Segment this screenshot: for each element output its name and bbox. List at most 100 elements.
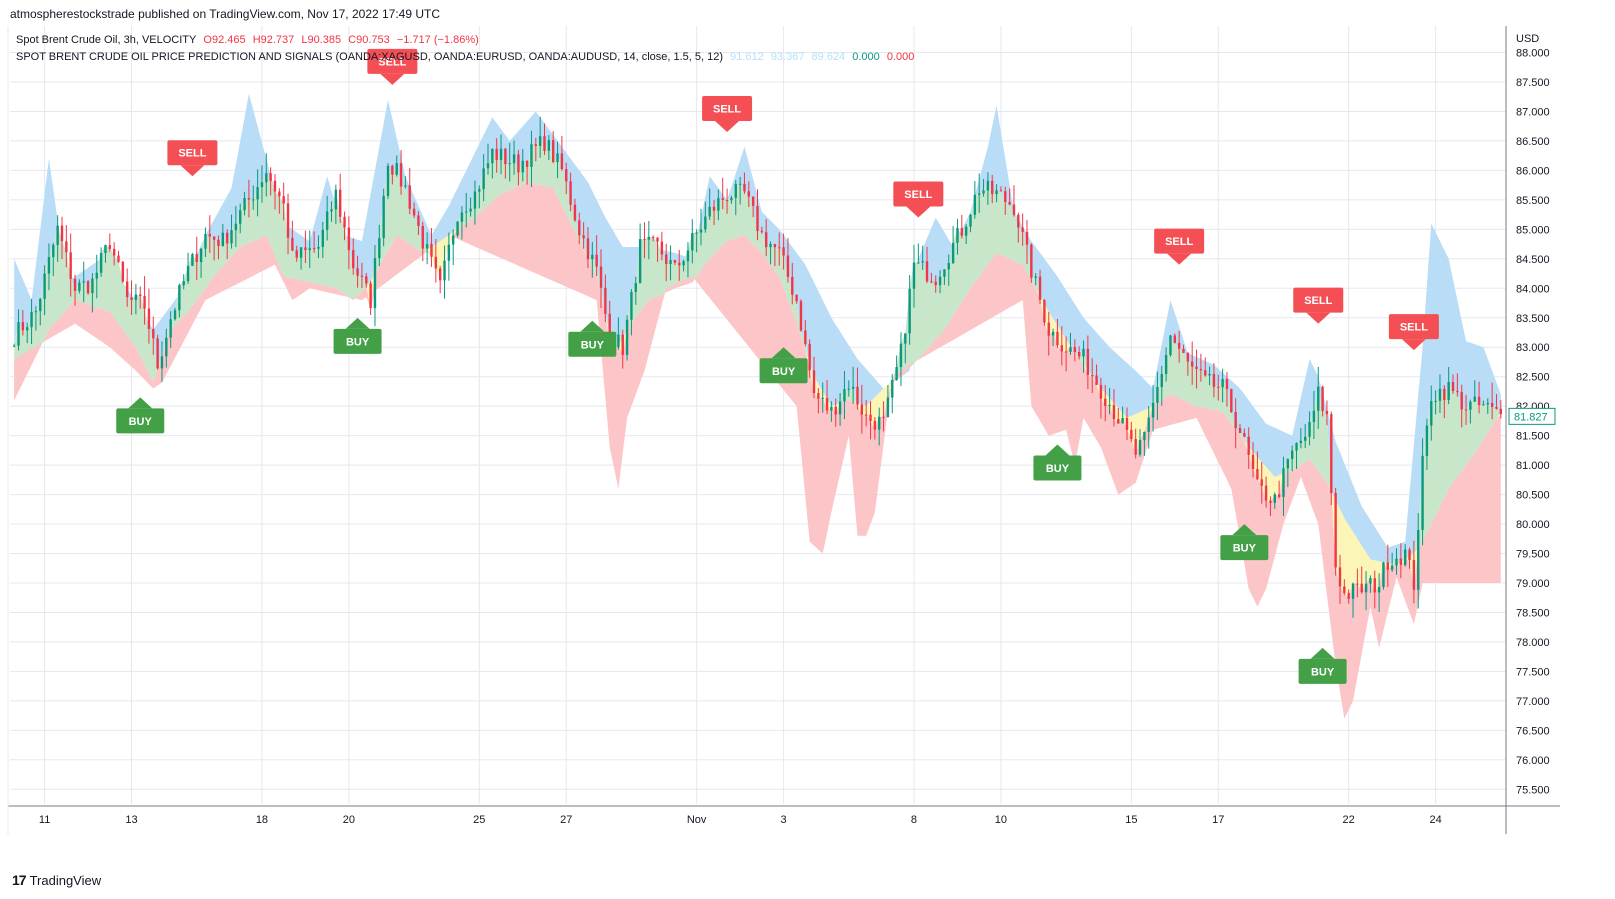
signal-bands <box>14 93 1501 719</box>
candle-body <box>1182 348 1185 353</box>
candle-body <box>838 401 842 415</box>
candle-body <box>969 214 972 227</box>
sell-signal-label: SELL <box>713 104 741 116</box>
candle-body <box>1004 191 1007 202</box>
indicator-legend[interactable]: SPOT BRENT CRUDE OIL PRICE PREDICTION AN… <box>16 51 918 63</box>
candle-body <box>78 282 81 291</box>
candle-body <box>1230 388 1233 413</box>
candle-body <box>1212 373 1216 387</box>
candle-body <box>899 343 903 368</box>
candle-body <box>256 187 259 200</box>
candles <box>12 116 1503 618</box>
candle-body <box>317 246 320 249</box>
candle-body <box>921 261 924 263</box>
candle-body <box>621 334 624 355</box>
candle-body <box>82 281 85 283</box>
x-tick-label: 15 <box>1125 814 1137 826</box>
candle-body <box>773 244 777 248</box>
candle-body <box>99 253 103 273</box>
candle-body <box>1460 392 1463 410</box>
candle-body <box>556 153 559 163</box>
candle-body <box>21 322 25 331</box>
candle-body <box>678 262 681 266</box>
candle-body <box>651 236 655 238</box>
candle-body <box>682 261 685 266</box>
candle-body <box>360 275 364 277</box>
candle-body <box>1221 379 1224 388</box>
candle-body <box>312 248 316 250</box>
candle-body <box>243 197 246 211</box>
x-tick-label: 17 <box>1212 814 1224 826</box>
candle-body <box>1112 404 1116 420</box>
candle-body <box>230 230 233 244</box>
sell-signal-box <box>1388 314 1439 340</box>
candle-body <box>1443 388 1446 400</box>
y-tick-label: 86.000 <box>1516 165 1550 177</box>
candle-body <box>1451 382 1455 392</box>
candle-body <box>325 211 329 230</box>
symbol-legend[interactable]: Spot Brent Crude Oil, 3h, VELOCITY O92.4… <box>16 34 483 46</box>
candle-body <box>873 420 877 430</box>
y-tick-label: 86.500 <box>1516 136 1550 148</box>
candle-body <box>1373 578 1376 593</box>
footer-brand[interactable]: 17 TradingView <box>12 872 101 888</box>
buy-signal-label: BUY <box>772 366 796 378</box>
candle-body <box>560 153 564 170</box>
sell-arrow-icon <box>380 73 405 85</box>
candle-body <box>1091 375 1094 377</box>
candle-body <box>178 285 181 311</box>
y-tick-label: 85.500 <box>1516 195 1550 207</box>
candle-body <box>156 338 159 369</box>
candle-body <box>1251 454 1255 470</box>
buy-signal-box <box>759 358 808 384</box>
candle-body <box>378 238 381 259</box>
candle-body <box>1130 429 1133 440</box>
candle-body <box>1325 410 1329 415</box>
y-tick-label: 83.500 <box>1516 313 1550 325</box>
candle-body <box>473 191 477 209</box>
candle-body <box>1499 408 1503 415</box>
candle-body <box>934 281 937 286</box>
candle-body <box>1317 386 1320 411</box>
candle-body <box>582 235 585 239</box>
candle-body <box>1490 402 1494 407</box>
buy-signal-label: BUY <box>129 416 153 428</box>
buy-signal-label: BUY <box>346 336 370 348</box>
candle-body <box>804 330 807 344</box>
candle-body <box>47 257 51 274</box>
candle-body <box>891 380 894 398</box>
candle-body <box>1377 586 1381 593</box>
sell-signal-label: SELL <box>904 189 932 201</box>
buy-signal-label: BUY <box>1046 463 1070 475</box>
band-yellow <box>14 182 1501 599</box>
candle-body <box>421 225 424 249</box>
candle-body <box>951 242 955 264</box>
candle-body <box>239 210 242 224</box>
candle-body <box>1069 347 1072 352</box>
candle-body <box>447 244 451 261</box>
candle-body <box>373 258 377 309</box>
y-tick-label: 85.000 <box>1516 224 1550 236</box>
candle-body <box>425 244 429 249</box>
ohlc-low: L90.385 <box>301 34 342 46</box>
candle-body <box>717 198 720 211</box>
x-tick-label: 27 <box>560 814 572 826</box>
candle-body <box>208 233 211 237</box>
y-tick-label: 84.000 <box>1516 283 1550 295</box>
candle-body <box>904 333 907 344</box>
y-tick-label: 87.000 <box>1516 106 1550 118</box>
candle-body <box>504 148 507 165</box>
candle-body <box>1456 391 1459 393</box>
candle-body <box>986 180 990 191</box>
sell-signal-box <box>893 181 944 207</box>
candle-body <box>160 356 164 369</box>
candle-body <box>1486 402 1489 405</box>
buy-arrow-icon <box>1310 647 1335 659</box>
sell-arrow-icon <box>1167 253 1192 265</box>
candle-body <box>1243 432 1246 437</box>
candle-body <box>443 260 446 281</box>
candle-body <box>212 236 216 240</box>
candle-body <box>1121 418 1124 424</box>
